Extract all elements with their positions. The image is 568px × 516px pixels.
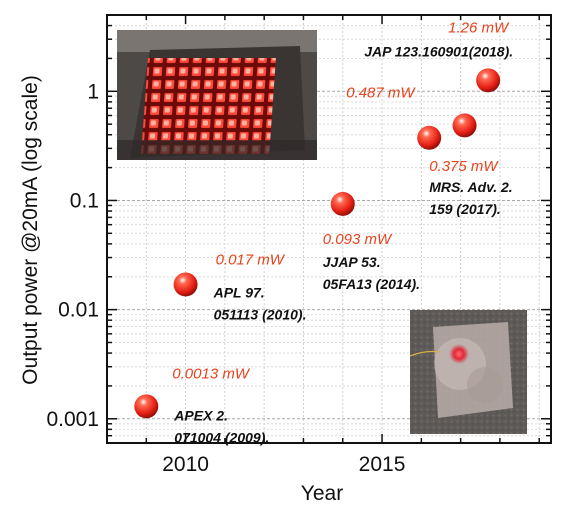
reference-label: 05FA13 (2014).	[323, 276, 420, 292]
reference-label: APEX 2.	[173, 407, 228, 423]
y-axis-ticks: 0.001 0.01 0.1 1	[46, 14, 551, 444]
reference-label: 159 (2017).	[429, 201, 501, 217]
data-value-label: 0.017 mW	[216, 251, 286, 268]
reference-label: MRS. Adv. 2.	[429, 179, 513, 195]
y-tick-label: 0.001	[46, 408, 99, 431]
reference-label: 051113 (2010).	[214, 306, 307, 322]
data-value-label: 1.26 mW	[448, 19, 510, 36]
data-point	[173, 272, 198, 297]
x-tick-label: 2010	[162, 453, 209, 476]
data-value-label: 0.487 mW	[346, 84, 416, 101]
y-tick-label: 1	[87, 80, 99, 103]
reference-label: APL 97.	[213, 284, 265, 300]
data-point	[330, 191, 355, 216]
x-tick-label: 2015	[359, 453, 406, 476]
data-value-label: 0.0013 mW	[172, 365, 251, 382]
data-point	[452, 113, 477, 138]
x-axis-ticks: 2010 2015	[106, 15, 540, 476]
reference-label: JAP 123.160901(2018).	[364, 43, 513, 59]
data-point	[417, 125, 442, 150]
plot-frame	[106, 14, 552, 444]
y-tick-label: 0.1	[70, 189, 99, 212]
x-axis-title: Year	[301, 482, 343, 505]
point-annotations: 0.0013 mW APEX 2. 071004 (2009). 0.017 mW AP…	[172, 19, 513, 445]
data-points	[134, 68, 501, 419]
data-point	[134, 394, 159, 419]
reference-label: JJAP 53.	[323, 254, 381, 270]
y-tick-label: 0.01	[58, 299, 99, 322]
red-led-array-photo	[117, 30, 317, 160]
glowing-flexible-led-photo	[409, 310, 527, 434]
y-axis-title: Output power @20mA (log scale)	[19, 75, 42, 385]
reference-label: 071004 (2009).	[174, 429, 269, 445]
data-value-label: 0.375 mW	[429, 158, 499, 175]
data-point	[476, 68, 501, 93]
data-value-label: 0.093 mW	[323, 231, 393, 248]
